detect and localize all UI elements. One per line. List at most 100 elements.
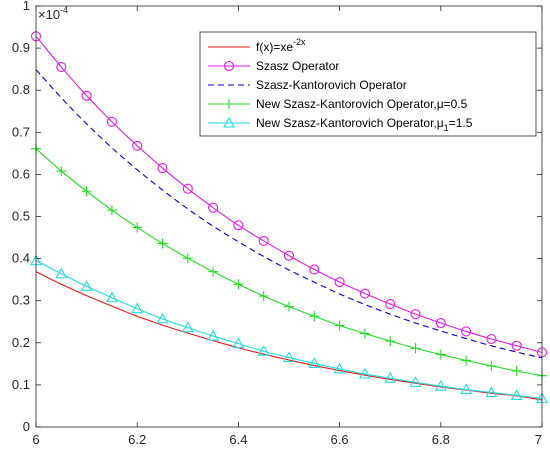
- y-tick-label: 0.9: [12, 40, 30, 55]
- data-point-1: [385, 299, 396, 310]
- data-point-4: [358, 367, 371, 379]
- y-tick-label: 0.1: [12, 377, 30, 392]
- data-point-4: [409, 376, 422, 387]
- data-point-4: [485, 386, 498, 398]
- data-point-4: [510, 389, 523, 400]
- data-point-4: [105, 291, 118, 303]
- x-tick-label: 6.4: [229, 432, 247, 447]
- x-tick-label: 6.2: [128, 432, 146, 447]
- y-multiplier-label: ×10-4: [38, 5, 68, 22]
- legend-entry-text: New Szasz-Kantorovich Operator,μ=0.5: [256, 97, 468, 111]
- y-multiplier-exponent: -4: [60, 5, 68, 15]
- data-point-1: [410, 309, 421, 320]
- x-tick-label: 7: [535, 432, 542, 447]
- data-point-1: [309, 264, 320, 275]
- data-point-3: [157, 238, 168, 249]
- legend-entry: New Szasz-Kantorovich Operator,μ=0.5: [256, 97, 468, 111]
- data-point-3: [182, 253, 193, 264]
- legend-entry-text: Szasz Operator: [256, 59, 339, 73]
- data-point-1: [486, 333, 497, 345]
- data-point-1: [157, 163, 168, 174]
- legend-marker: [223, 116, 235, 128]
- legend-entry-tail: =1.5: [449, 116, 473, 130]
- series-line-4: [35, 260, 543, 399]
- legend-entry: f(x)=xe-2x: [256, 37, 306, 54]
- data-point-3: [309, 311, 320, 322]
- data-point-4: [181, 321, 194, 333]
- legend-entry-text: Szasz-Kantorovich Operator: [256, 78, 407, 92]
- y-tick-label: 0.3: [12, 293, 30, 308]
- data-point-3: [284, 301, 294, 312]
- data-point-3: [258, 291, 269, 302]
- data-point-4: [131, 302, 144, 314]
- y-tick-label: 0.6: [12, 166, 30, 181]
- data-point-1: [334, 277, 345, 288]
- y-multiplier-base: ×10: [38, 7, 60, 22]
- data-point-3: [132, 222, 143, 233]
- legend-marker: [224, 99, 234, 109]
- y-tick-label: 0.8: [12, 82, 30, 97]
- data-point-4: [207, 329, 220, 341]
- legend-entry-text: f(x)=xe: [256, 40, 293, 54]
- legend-entry-subscript: 1: [444, 123, 449, 133]
- data-point-1: [283, 250, 295, 261]
- data-point-4: [384, 372, 397, 383]
- data-point-3: [56, 166, 67, 177]
- data-point-3: [106, 205, 117, 216]
- data-point-4: [460, 383, 473, 395]
- x-tick-label: 6.6: [331, 432, 349, 447]
- legend-entry-text: New Szasz-Kantorovich Operator,μ: [256, 116, 444, 130]
- data-point-1: [182, 183, 193, 194]
- axis-tick-labels: 6 6.2 6.4 6.6 6.8 7 0 0.1 0.2 0.3 0.4 0.5 0.6 0.7 0.8 0…: [12, 0, 542, 447]
- data-point-4: [257, 345, 270, 356]
- y-tick-label: 0: [23, 419, 30, 434]
- data-point-1: [258, 235, 269, 246]
- data-point-4: [308, 357, 321, 368]
- legend-entry-superscript: -2x: [293, 37, 306, 47]
- data-point-3: [461, 355, 472, 366]
- data-point-3: [511, 366, 522, 377]
- series-line-2: [35, 69, 543, 359]
- legend: f(x)=xe-2x Szasz Operator Szasz-Kantorovic…: [199, 31, 537, 137]
- data-point-3: [233, 279, 244, 290]
- data-point-1: [511, 340, 522, 351]
- data-point-1: [208, 202, 219, 213]
- data-point-4: [80, 280, 93, 291]
- data-point-4: [283, 351, 295, 363]
- y-tick-label: 0.5: [12, 209, 30, 224]
- legend-entry: New Szasz-Kantorovich Operator,μ1=1.5: [256, 116, 473, 133]
- data-point-1: [461, 326, 472, 337]
- data-point-3: [435, 349, 446, 360]
- data-point-4: [55, 267, 68, 279]
- data-point-1: [106, 116, 117, 127]
- y-tick-label: 0.4: [12, 251, 30, 266]
- series-line-1: [35, 35, 543, 354]
- data-point-3: [208, 266, 219, 277]
- y-tick-label: 1: [23, 0, 30, 13]
- legend-marker: [223, 60, 235, 72]
- data-point-4: [232, 337, 245, 349]
- y-tick-label: 0.2: [12, 335, 30, 350]
- axis-ticks: [35, 5, 543, 428]
- data-point-3: [410, 343, 421, 354]
- data-point-3: [486, 360, 497, 371]
- data-point-1: [56, 61, 67, 73]
- data-point-4: [434, 380, 447, 391]
- legend-box: [199, 31, 537, 137]
- data-point-1: [81, 90, 92, 101]
- data-point-3: [81, 186, 92, 197]
- series-markers: [30, 31, 548, 403]
- y-tick-label: 0.7: [12, 124, 30, 139]
- data-point-1: [435, 317, 446, 329]
- legend-entry: Szasz Operator: [256, 59, 339, 73]
- x-tick-label: 6: [32, 432, 39, 447]
- data-point-4: [156, 312, 169, 324]
- data-point-3: [359, 328, 370, 339]
- legend-entry: Szasz-Kantorovich Operator: [256, 78, 407, 92]
- data-point-3: [385, 336, 396, 347]
- data-point-1: [359, 288, 370, 299]
- data-point-1: [233, 220, 244, 231]
- data-point-1: [132, 140, 143, 151]
- x-tick-label: 6.8: [432, 432, 450, 447]
